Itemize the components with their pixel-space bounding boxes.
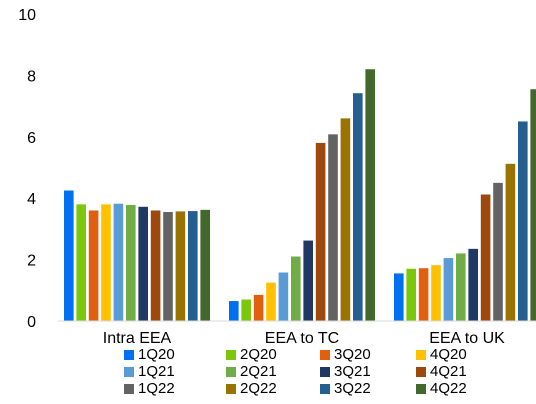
legend-swatch (416, 349, 426, 360)
bar-2-6 (468, 248, 478, 321)
bar-1-3 (266, 282, 276, 321)
legend-item: 4Q22 (416, 380, 467, 397)
legend-item: 1Q22 (124, 380, 175, 397)
legend-label: 3Q20 (334, 346, 371, 363)
y-tick-label-5: 10 (18, 7, 36, 24)
legend-label: 2Q20 (240, 346, 277, 363)
legend-label: 3Q22 (334, 380, 371, 397)
legend-item: 3Q21 (320, 363, 371, 380)
legend-swatch (320, 349, 330, 360)
bar-2-8 (493, 182, 503, 321)
x-axis: Intra EEA EEA to TC EEA to UK (103, 330, 505, 347)
bar-1-5 (291, 256, 301, 321)
bar-1-6 (303, 240, 313, 321)
bar-2-0 (394, 273, 404, 321)
legend-label: 4Q21 (430, 363, 467, 380)
legend-label: 2Q21 (240, 363, 277, 380)
bar-2-1 (406, 268, 416, 321)
bar-0-11 (200, 209, 210, 321)
bar-2-11 (530, 89, 536, 321)
bar-1-0 (229, 301, 239, 321)
bar-0-1 (76, 204, 86, 321)
bar-1-7 (315, 142, 326, 321)
x-tick-label-2: EEA to UK (429, 330, 505, 347)
y-axis: 0 2 4 6 8 10 (18, 7, 36, 331)
y-tick-label-1: 2 (27, 253, 36, 270)
legend-swatch (226, 366, 236, 377)
legend-item: 2Q20 (226, 346, 277, 363)
bar-0-9 (175, 211, 186, 321)
bar-1-2 (253, 294, 264, 321)
legend-swatch (124, 383, 134, 394)
y-tick-label-0: 0 (27, 314, 36, 331)
legend-label: 1Q22 (138, 380, 175, 397)
bar-0-0 (64, 190, 74, 321)
bar-2-3 (431, 265, 441, 321)
legend-swatch (416, 383, 426, 394)
legend-swatch (320, 383, 330, 394)
legend-item: 4Q21 (416, 363, 467, 380)
bar-1-4 (278, 272, 289, 321)
bar-0-2 (88, 210, 99, 321)
bars (64, 69, 536, 322)
bar-0-4 (113, 203, 124, 321)
legend-item: 2Q21 (226, 363, 277, 380)
bar-2-4 (443, 258, 454, 321)
bar-1-1 (241, 299, 251, 321)
x-tick-label-0: Intra EEA (103, 330, 172, 347)
bar-1-11 (365, 69, 375, 321)
legend-swatch (124, 349, 134, 360)
y-tick-label-4: 8 (27, 68, 36, 85)
bar-2-7 (480, 194, 491, 321)
bar-0-10 (188, 211, 198, 321)
bar-2-5 (456, 253, 466, 321)
legend-item: 3Q22 (320, 380, 371, 397)
legend-item: 2Q22 (226, 380, 277, 397)
legend-label: 3Q21 (334, 363, 371, 380)
bar-2-9 (505, 163, 516, 321)
bar-2-10 (518, 121, 528, 321)
bar-0-5 (126, 204, 136, 321)
y-tick-label-3: 6 (27, 130, 36, 147)
bar-1-8 (328, 134, 338, 321)
legend-item: 4Q20 (416, 346, 467, 363)
bar-0-6 (138, 206, 148, 321)
bar-0-8 (163, 212, 173, 321)
y-tick-label-2: 4 (27, 191, 36, 208)
bar-2-2 (418, 268, 429, 321)
legend-label: 1Q21 (138, 363, 175, 380)
bar-0-7 (150, 210, 161, 321)
legend-swatch (416, 366, 426, 377)
bar-1-10 (353, 93, 363, 322)
bar-0-3 (101, 204, 111, 321)
legend-swatch (226, 349, 236, 360)
x-tick-label-1: EEA to TC (265, 330, 339, 347)
legend-label: 4Q20 (430, 346, 467, 363)
legend-swatch (124, 366, 134, 377)
legend-label: 2Q22 (240, 380, 277, 397)
legend-item: 1Q21 (124, 363, 175, 380)
legend-label: 4Q22 (430, 380, 467, 397)
legend-swatch (226, 383, 236, 394)
legend-item: 3Q20 (320, 346, 371, 363)
legend-swatch (320, 366, 330, 377)
legend-item: 1Q20 (124, 346, 175, 363)
bar-1-9 (340, 118, 351, 321)
legend-label: 1Q20 (138, 346, 175, 363)
